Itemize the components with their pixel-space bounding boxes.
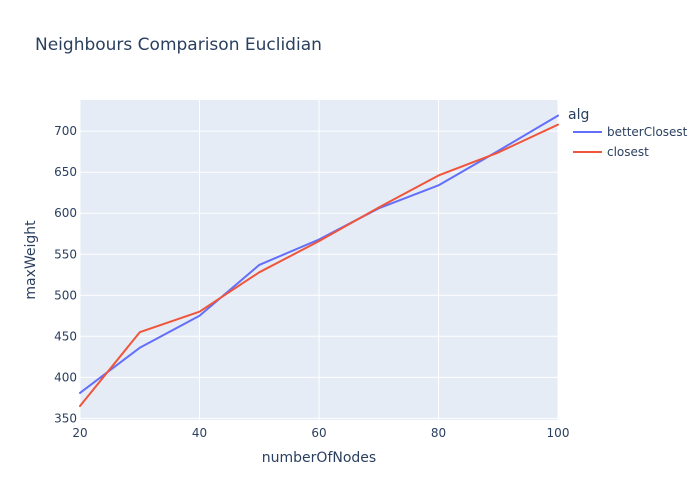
y-tick-label: 450 [54,329,77,343]
x-tick-label: 100 [547,426,570,440]
y-tick-label: 400 [54,370,77,384]
y-tick-label: 650 [54,165,77,179]
y-tick-label: 700 [54,124,77,138]
x-tick-label: 60 [311,426,326,440]
legend-title: alg [568,107,589,123]
y-axis-title: maxWeight [23,220,39,300]
series-lines [79,114,559,408]
legend-label-closest: closest [607,145,649,159]
y-tick-label: 550 [54,247,77,261]
tick-labels: 20 40 60 80 100 350 400 450 500 550 600 650 700 [54,124,569,440]
legend: alg betterClosest closest [568,107,688,159]
x-axis-title: numberOfNodes [262,450,376,466]
chart-title: Neighbours Comparison Euclidian [35,35,322,55]
y-tick-label: 350 [54,411,77,425]
x-tick-label: 20 [72,426,87,440]
series-line-betterClosest [79,114,559,394]
series-line-closest [79,123,559,408]
legend-items: betterClosest closest [573,125,688,159]
y-tick-label: 500 [54,288,77,302]
x-tick-label: 40 [192,426,207,440]
y-tick-label: 600 [54,206,77,220]
x-tick-label: 80 [431,426,446,440]
legend-label-betterClosest: betterClosest [607,125,688,139]
